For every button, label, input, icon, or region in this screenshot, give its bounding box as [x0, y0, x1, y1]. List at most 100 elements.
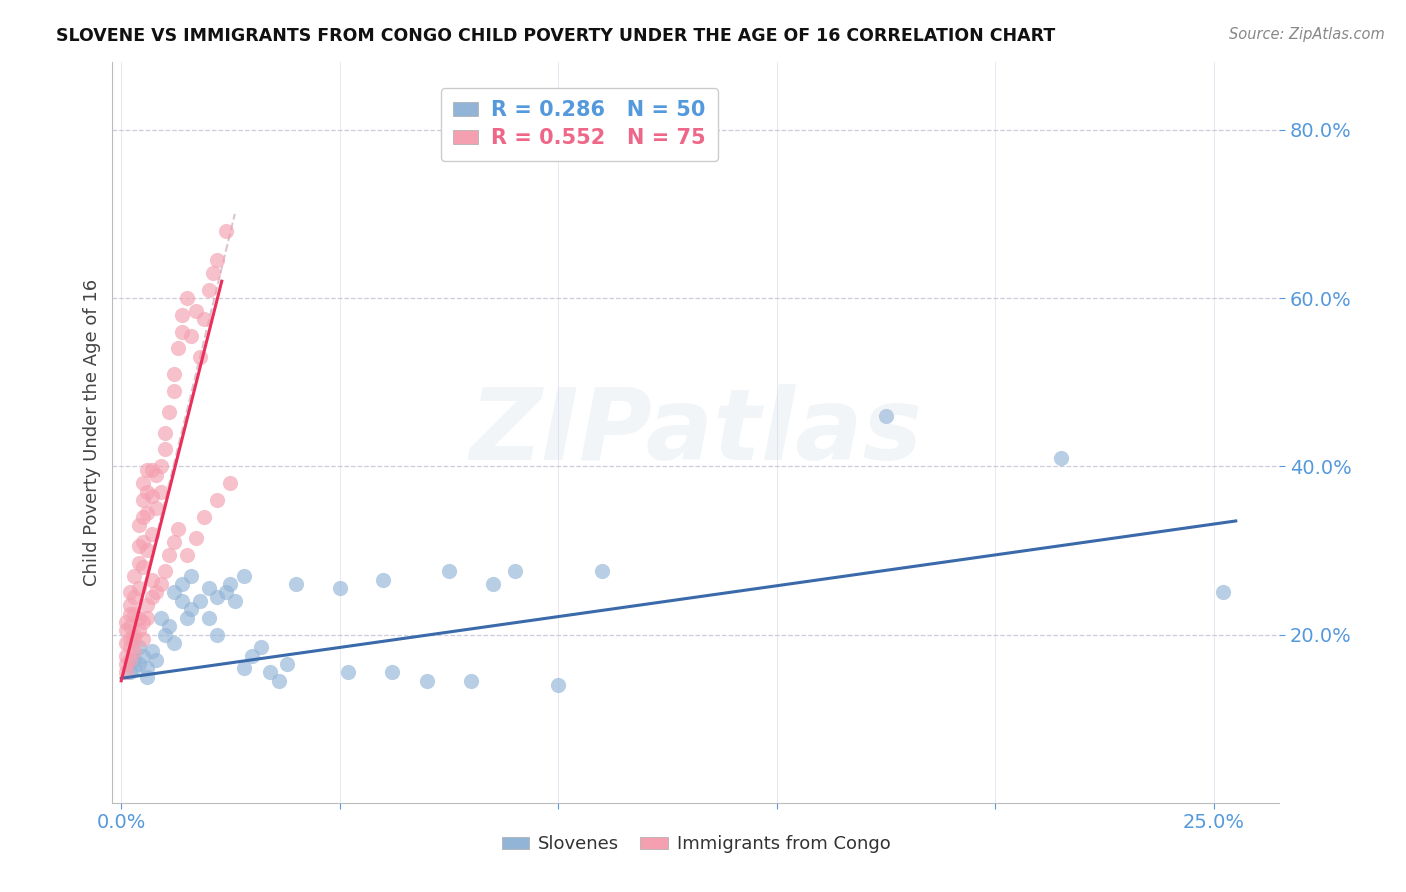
Point — [167, 522, 190, 536]
Point — [184, 531, 207, 545]
Point — [157, 404, 180, 418]
Point — [250, 640, 273, 655]
Point — [285, 577, 308, 591]
Point — [875, 409, 897, 423]
Point — [124, 590, 146, 604]
Point — [232, 568, 254, 582]
Point — [128, 657, 150, 671]
Point — [207, 253, 229, 268]
Point — [124, 661, 146, 675]
Point — [197, 610, 219, 624]
Point — [207, 627, 229, 641]
Point — [136, 463, 159, 477]
Point — [197, 581, 219, 595]
Point — [547, 678, 569, 692]
Point — [118, 640, 141, 655]
Point — [128, 539, 150, 553]
Point — [124, 644, 146, 658]
Point — [172, 577, 194, 591]
Point — [132, 476, 155, 491]
Point — [176, 610, 198, 624]
Point — [163, 585, 186, 599]
Point — [329, 581, 352, 595]
Point — [141, 463, 163, 477]
Point — [163, 384, 186, 398]
Point — [149, 459, 172, 474]
Point — [136, 543, 159, 558]
Point — [232, 661, 254, 675]
Point — [132, 492, 155, 507]
Point — [145, 467, 167, 482]
Point — [118, 632, 141, 646]
Point — [224, 594, 246, 608]
Point — [157, 548, 180, 562]
Point — [124, 653, 146, 667]
Point — [128, 556, 150, 570]
Point — [136, 661, 159, 675]
Point — [1050, 450, 1073, 465]
Point — [118, 598, 141, 612]
Point — [136, 484, 159, 499]
Point — [114, 636, 136, 650]
Point — [149, 484, 172, 499]
Point — [373, 573, 395, 587]
Point — [437, 565, 460, 579]
Point — [124, 607, 146, 621]
Legend: Slovenes, Immigrants from Congo: Slovenes, Immigrants from Congo — [495, 828, 897, 861]
Point — [337, 665, 360, 680]
Point — [114, 648, 136, 663]
Point — [240, 648, 263, 663]
Point — [132, 560, 155, 574]
Text: SLOVENE VS IMMIGRANTS FROM CONGO CHILD POVERTY UNDER THE AGE OF 16 CORRELATION C: SLOVENE VS IMMIGRANTS FROM CONGO CHILD P… — [56, 27, 1056, 45]
Point — [132, 509, 155, 524]
Point — [167, 342, 190, 356]
Point — [128, 610, 150, 624]
Point — [197, 283, 219, 297]
Point — [145, 501, 167, 516]
Point — [114, 615, 136, 629]
Point — [219, 476, 242, 491]
Point — [219, 577, 242, 591]
Point — [141, 644, 163, 658]
Point — [157, 619, 180, 633]
Point — [118, 607, 141, 621]
Point — [153, 627, 176, 641]
Point — [114, 657, 136, 671]
Point — [153, 425, 176, 440]
Point — [136, 598, 159, 612]
Text: ZIPatlas: ZIPatlas — [470, 384, 922, 481]
Point — [193, 509, 215, 524]
Point — [1212, 585, 1234, 599]
Point — [188, 350, 211, 364]
Point — [145, 653, 167, 667]
Point — [124, 632, 146, 646]
Point — [132, 535, 155, 549]
Point — [503, 565, 526, 579]
Point — [215, 585, 238, 599]
Point — [267, 673, 290, 688]
Point — [118, 653, 141, 667]
Point — [141, 590, 163, 604]
Point — [132, 632, 155, 646]
Point — [128, 581, 150, 595]
Point — [136, 506, 159, 520]
Point — [128, 640, 150, 655]
Point — [172, 308, 194, 322]
Point — [132, 615, 155, 629]
Point — [184, 303, 207, 318]
Point — [176, 291, 198, 305]
Point — [118, 585, 141, 599]
Point — [460, 673, 482, 688]
Point — [201, 266, 224, 280]
Point — [153, 442, 176, 457]
Point — [118, 619, 141, 633]
Point — [124, 627, 146, 641]
Point — [136, 610, 159, 624]
Point — [481, 577, 503, 591]
Point — [215, 224, 238, 238]
Point — [188, 594, 211, 608]
Point — [145, 585, 167, 599]
Point — [149, 577, 172, 591]
Point — [172, 594, 194, 608]
Point — [180, 329, 202, 343]
